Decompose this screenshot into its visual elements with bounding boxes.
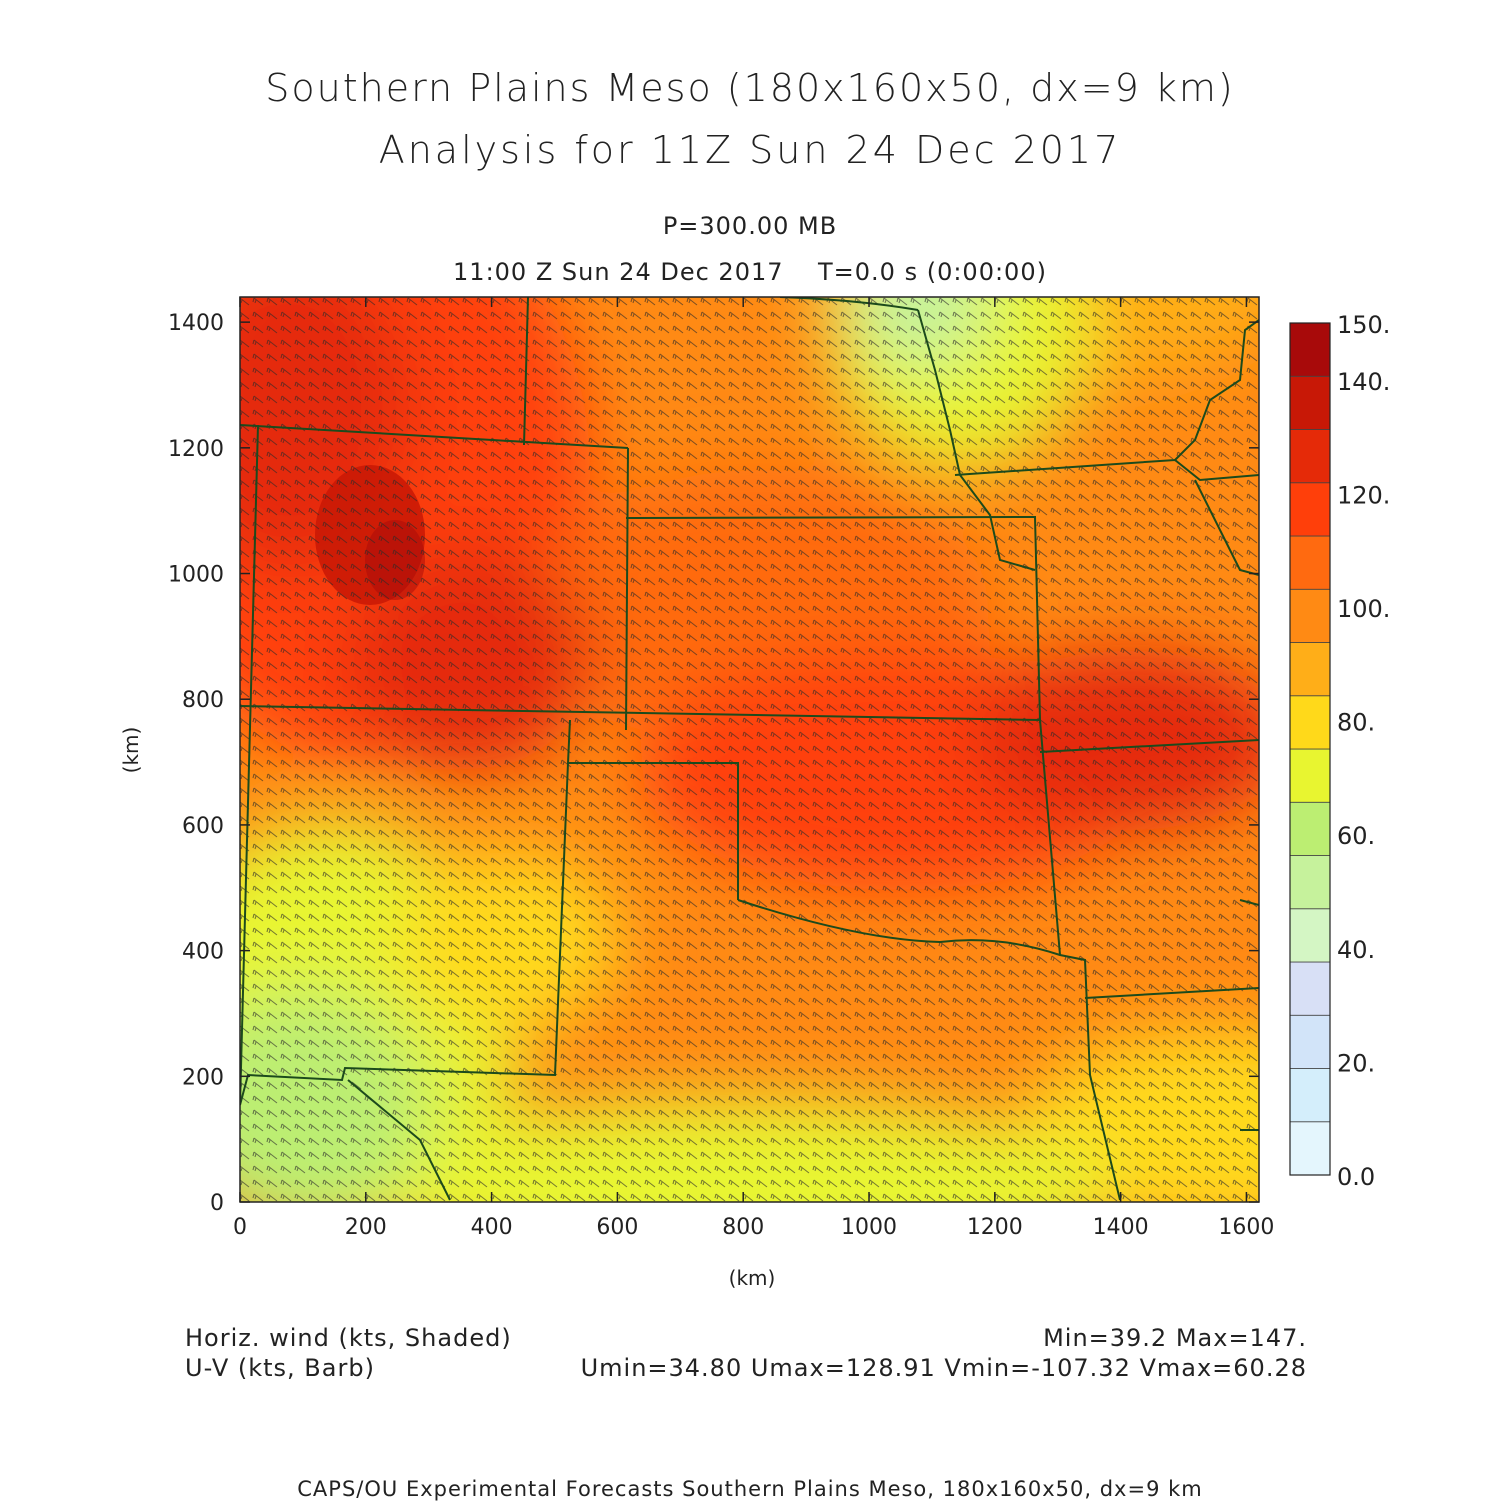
colorbar-label: 150.: [1337, 311, 1390, 339]
map-subtitle: Analysis for 11Z Sun 24 Dec 2017: [378, 128, 1122, 172]
y-tick-label: 0: [210, 1191, 224, 1216]
x-axis: 0 200 400 600 800 1000 1200 1400 1600: [233, 297, 1274, 1240]
y-tick-label: 800: [182, 688, 224, 713]
x-axis-label: (km): [729, 1266, 776, 1290]
colorbar-swatch: [1289, 642, 1331, 697]
plot-frame: [239, 296, 1260, 1203]
colorbar-swatch: [1289, 535, 1331, 590]
y-tick-label: 1400: [168, 311, 224, 336]
pressure-level-label: P=300.00 MB: [662, 212, 838, 240]
state-boundaries: [240, 297, 1259, 1201]
y-tick-label: 400: [182, 940, 224, 965]
x-tick-label: 1000: [841, 1215, 897, 1240]
colorbar-label: 140.: [1337, 368, 1390, 396]
colorbar-swatch: [1289, 588, 1331, 643]
map-title: Southern Plains Meso (180x160x50, dx=9 k…: [265, 66, 1235, 110]
wind-speed-shading: [240, 297, 1259, 1202]
min-max-stats: Min=39.2 Max=147.: [1043, 1324, 1307, 1352]
colorbar-label: 60.: [1337, 822, 1375, 850]
x-tick-label: 400: [471, 1215, 513, 1240]
colorbar-swatch: [1289, 908, 1331, 963]
y-tick-label: 1200: [168, 437, 224, 462]
colorbar-swatch: [1289, 748, 1331, 803]
uv-stats: Umin=34.80 Umax=128.91 Vmin=-107.32 Vmax…: [580, 1354, 1307, 1382]
y-tick-label: 600: [182, 814, 224, 839]
colorbar-label: 100.: [1337, 595, 1390, 623]
field-description: Horiz. wind (kts, Shaded): [185, 1324, 512, 1352]
x-tick-label: 600: [596, 1215, 638, 1240]
y-tick-label: 1000: [168, 563, 224, 588]
y-axis: 0 200 400 600 800 1000 1200 1400: [168, 311, 1259, 1216]
vector-description: U-V (kts, Barb): [185, 1354, 375, 1382]
colorbar-swatch: [1289, 1121, 1331, 1176]
colorbar-label: 120.: [1337, 481, 1390, 509]
x-tick-label: 0: [233, 1215, 247, 1240]
colorbar-swatch: [1289, 482, 1331, 537]
x-tick-label: 1600: [1218, 1215, 1274, 1240]
colorbar-swatch: [1289, 961, 1331, 1016]
valid-time-label: 11:00 Z Sun 24 Dec 2017 T=0.0 s (0:00:00…: [453, 258, 1047, 286]
colorbar-swatch: [1289, 1014, 1331, 1069]
colorbar-swatch: [1289, 695, 1331, 750]
y-axis-label: (km): [119, 727, 143, 774]
colorbar-swatch: [1289, 801, 1331, 856]
colorbar-label: 40.: [1337, 936, 1375, 964]
credit-line: CAPS/OU Experimental Forecasts Southern …: [297, 1477, 1203, 1501]
x-tick-label: 200: [345, 1215, 387, 1240]
colorbar-swatch: [1289, 375, 1331, 430]
colorbar-frame: [1289, 322, 1331, 1176]
x-tick-label: 800: [722, 1215, 764, 1240]
x-tick-label: 1400: [1093, 1215, 1149, 1240]
colorbar-label: 80.: [1337, 709, 1375, 737]
colorbar-swatch: [1289, 855, 1331, 910]
colorbar-swatch: [1289, 429, 1331, 484]
colorbar-swatch: [1289, 1068, 1331, 1123]
colorbar: 150. 140. 120. 100. 80. 60. 40. 20. 0.0: [1289, 311, 1390, 1191]
colorbar-label: 0.0: [1337, 1163, 1375, 1191]
colorbar-label: 20.: [1337, 1049, 1375, 1077]
colorbar-swatch: [1289, 322, 1331, 377]
y-tick-label: 200: [182, 1065, 224, 1090]
x-tick-label: 1200: [967, 1215, 1023, 1240]
